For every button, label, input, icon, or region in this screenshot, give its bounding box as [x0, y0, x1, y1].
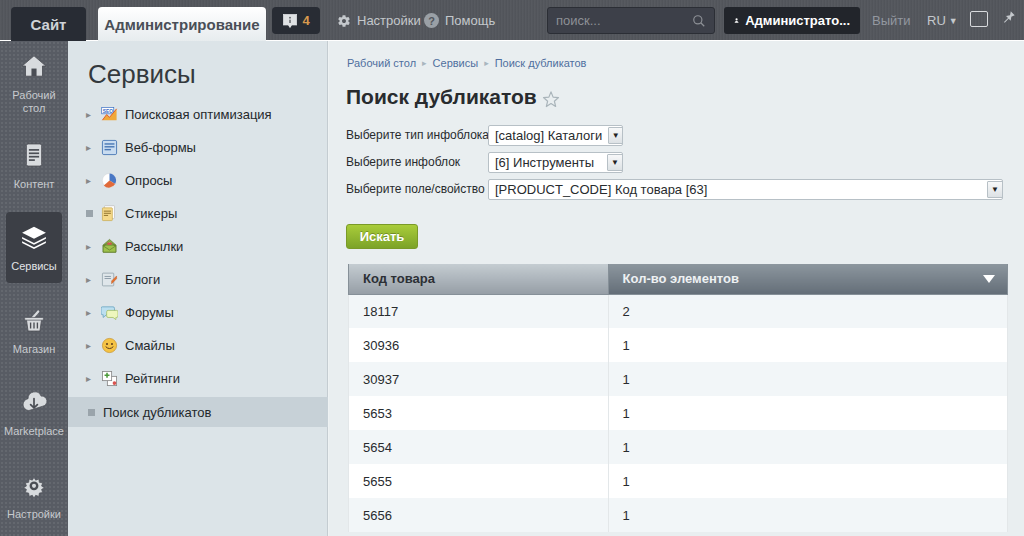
svg-text:SEO: SEO: [102, 109, 113, 114]
